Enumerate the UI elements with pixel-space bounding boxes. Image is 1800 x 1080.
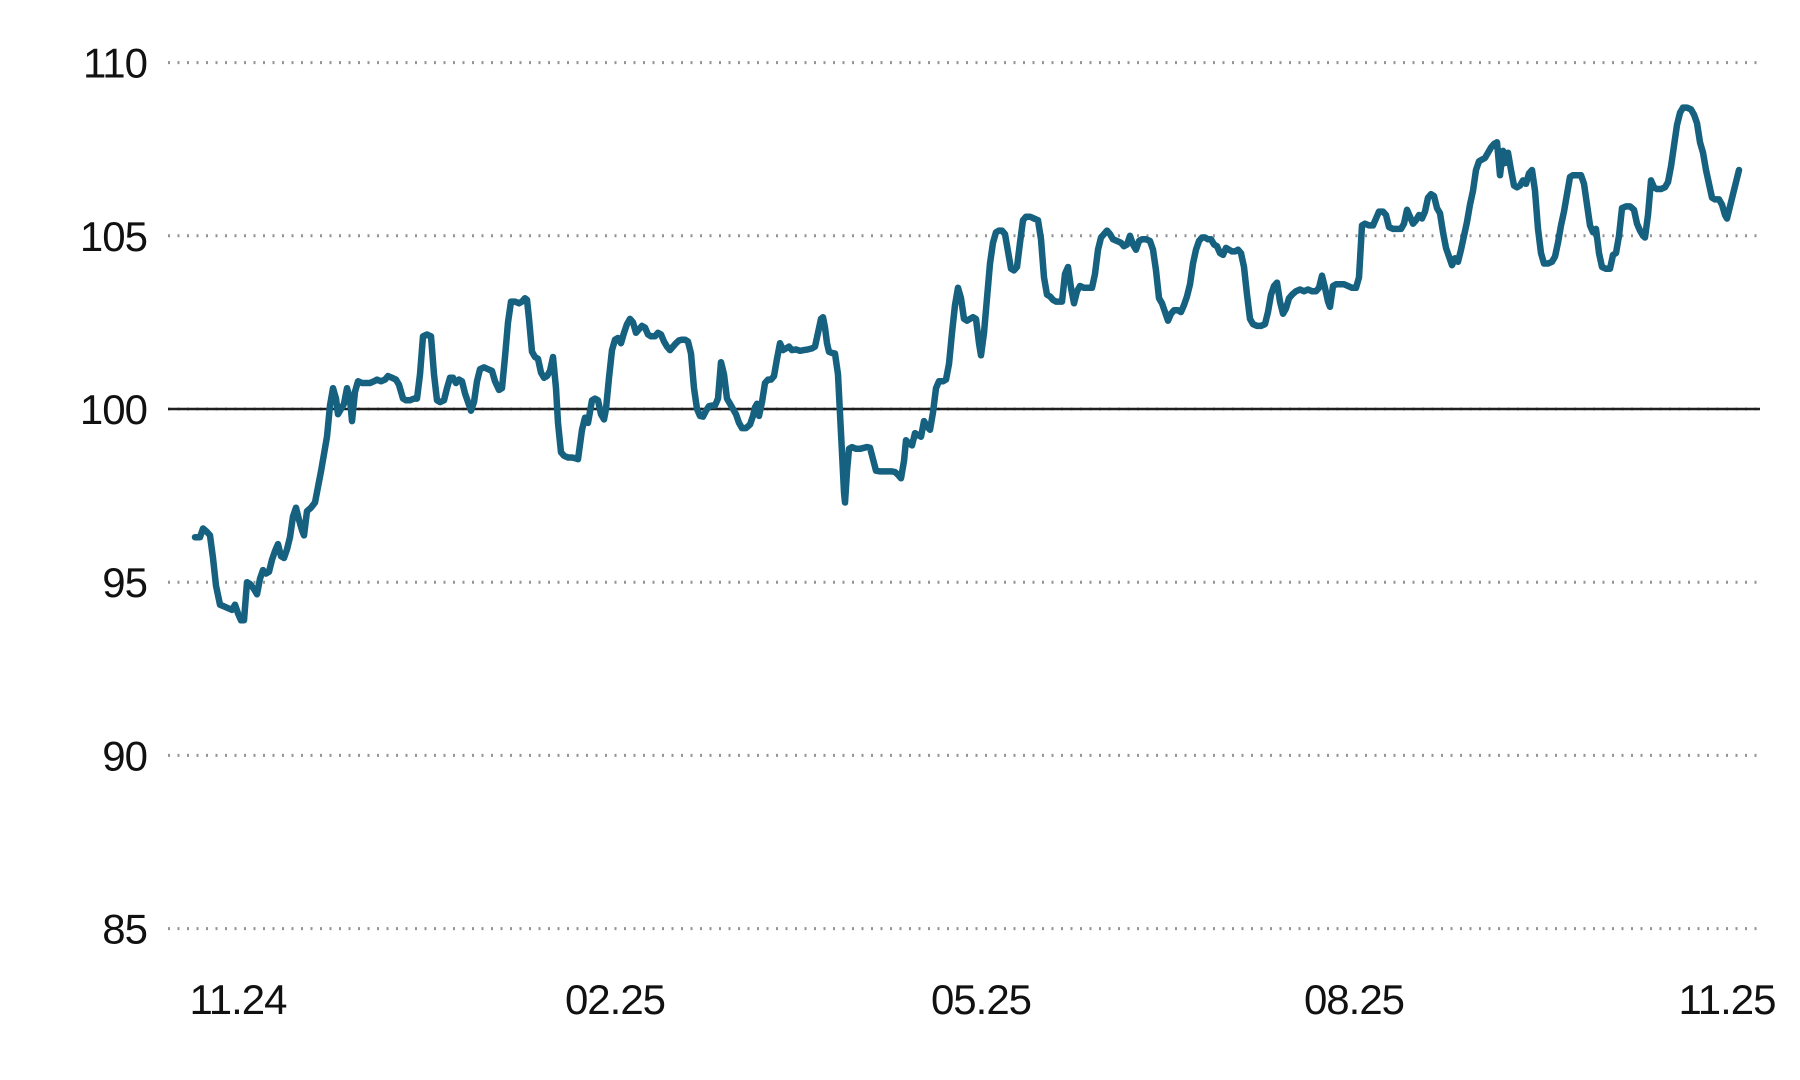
y-tick-label-100: 100 <box>80 386 147 433</box>
series-line-indexed-performance <box>191 104 1743 624</box>
y-tick-label-110: 110 <box>83 40 147 87</box>
y-tick-label-95: 95 <box>102 559 147 606</box>
x-tick-label-05.25: 05.25 <box>931 976 1031 1023</box>
y-tick-label-90: 90 <box>102 732 147 779</box>
x-tick-label-02.25: 02.25 <box>565 976 665 1023</box>
gridlines <box>168 61 1760 931</box>
y-tick-label-85: 85 <box>102 906 147 953</box>
x-axis-labels: 11.24 02.25 05.25 08.25 11.25 <box>190 976 1777 1023</box>
x-tick-label-11.24: 11.24 <box>190 976 288 1023</box>
x-tick-label-11.25: 11.25 <box>1679 976 1776 1023</box>
x-tick-label-08.25: 08.25 <box>1304 976 1404 1023</box>
series-group <box>191 104 1743 624</box>
y-tick-label-105: 105 <box>80 213 147 260</box>
y-axis-labels: 110 105 100 95 90 85 <box>80 40 148 953</box>
